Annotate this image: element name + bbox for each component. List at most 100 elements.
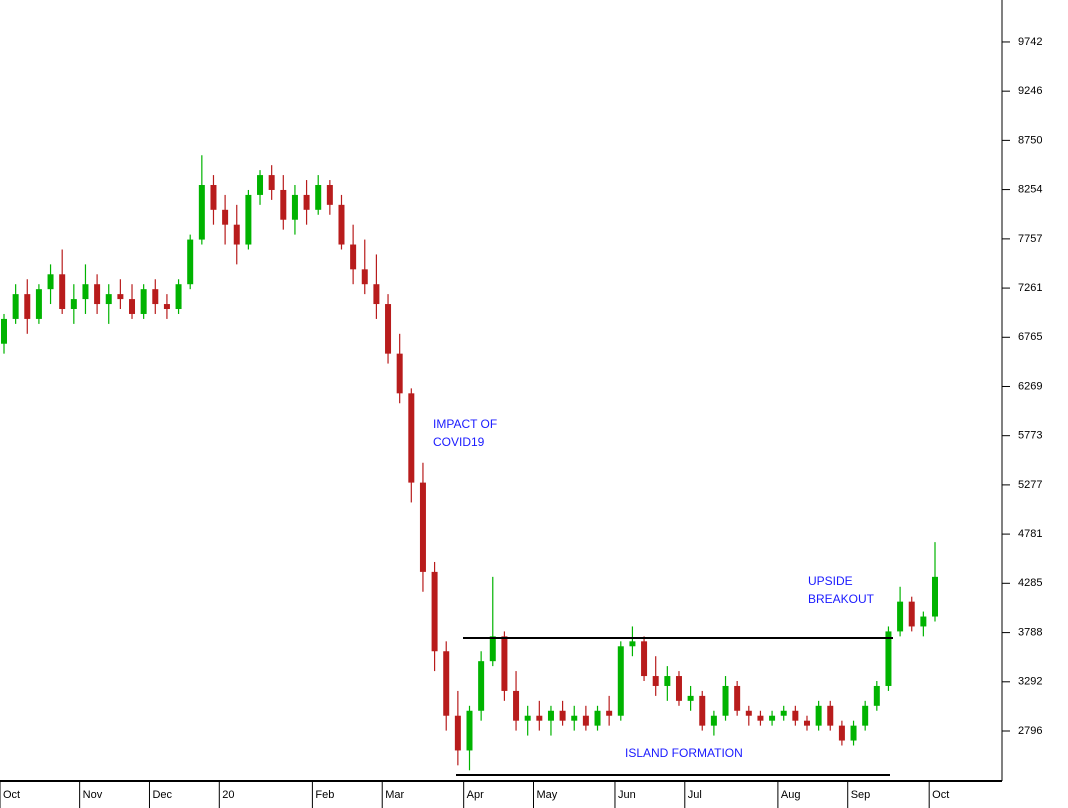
candle-body — [198, 185, 205, 240]
x-tick-label: Mar — [385, 789, 404, 801]
candle-body — [105, 294, 112, 305]
candle-body — [24, 294, 31, 319]
candle-body — [35, 289, 42, 319]
x-tick-label: Aug — [781, 789, 801, 801]
candle-body — [722, 685, 729, 716]
candle-body — [478, 661, 485, 711]
candle-body — [699, 695, 706, 726]
y-tick-label: 7757 — [1018, 233, 1042, 245]
candle-body — [117, 294, 124, 300]
candle-body — [94, 284, 101, 305]
candle-body — [885, 631, 892, 686]
candle-body — [396, 353, 403, 394]
candle-body — [129, 299, 136, 314]
candle-body — [338, 204, 345, 245]
candle-body — [257, 175, 264, 195]
candle-body — [466, 710, 473, 751]
candle-body — [315, 185, 322, 210]
candle-body — [501, 636, 508, 691]
candle-body — [838, 725, 845, 741]
candle-body — [245, 194, 252, 245]
annotation: IMPACT OF — [433, 417, 497, 431]
y-tick-label: 5277 — [1018, 479, 1042, 491]
x-tick-label: 20 — [222, 789, 234, 801]
candle-body — [163, 304, 170, 310]
candle-body — [1, 318, 7, 344]
candle-body — [524, 715, 531, 721]
candle-body — [920, 616, 927, 627]
candle-body — [769, 715, 776, 721]
candle-body — [303, 194, 310, 210]
candle-body — [606, 710, 613, 716]
candle-body — [792, 710, 799, 721]
y-tick-label: 7261 — [1018, 282, 1042, 294]
candle-body — [932, 576, 938, 617]
x-tick-label: Apr — [467, 789, 484, 801]
candle-body — [862, 705, 869, 726]
candle-body — [222, 209, 229, 225]
candle-body — [897, 601, 904, 632]
candle-body — [710, 715, 717, 726]
candle-body — [629, 641, 636, 647]
y-tick-label: 8750 — [1018, 134, 1042, 146]
candle-body — [210, 185, 217, 210]
y-tick-label: 4285 — [1018, 577, 1042, 589]
y-tick-label: 4781 — [1018, 528, 1042, 540]
x-tick-label: Sep — [851, 789, 871, 801]
candle-body — [594, 710, 601, 726]
candle-body — [361, 269, 368, 285]
x-tick-label: Nov — [83, 789, 103, 801]
annotation: COVID19 — [433, 435, 485, 449]
y-tick-label: 9742 — [1018, 36, 1042, 48]
candle-body — [582, 715, 589, 726]
candle-body — [280, 189, 287, 220]
candle-body — [12, 294, 19, 319]
candle-body — [59, 274, 66, 310]
candle-body — [291, 194, 298, 220]
candle-body — [175, 284, 182, 310]
candle-body — [152, 289, 159, 305]
x-tick-label: Feb — [315, 789, 334, 801]
x-tick-label: Jul — [688, 789, 702, 801]
candle-body — [908, 601, 915, 627]
candle-body — [326, 185, 333, 205]
candle-body — [745, 710, 752, 716]
candle-body — [571, 715, 578, 721]
y-tick-label: 6765 — [1018, 331, 1042, 343]
candle-body — [664, 676, 671, 686]
x-tick-label: Dec — [152, 789, 172, 801]
x-tick-label: Oct — [932, 789, 949, 801]
candle-body — [82, 284, 89, 300]
candle-body — [641, 641, 648, 677]
candle-body — [419, 482, 426, 572]
annotation: ISLAND FORMATION — [625, 746, 743, 760]
x-tick-label: Jun — [618, 789, 636, 801]
candle-body — [652, 676, 659, 686]
candle-body — [454, 715, 461, 751]
candle-body — [70, 299, 77, 310]
candle-body — [233, 224, 240, 245]
candle-body — [547, 710, 554, 721]
candle-body — [268, 175, 275, 190]
candle-body — [827, 705, 834, 726]
candle-body — [536, 715, 543, 721]
y-tick-label: 3788 — [1018, 627, 1042, 639]
y-tick-label: 2796 — [1018, 725, 1042, 737]
candle-body — [734, 685, 741, 711]
candle-body — [431, 571, 438, 652]
candle-body — [443, 651, 450, 716]
x-tick-label: May — [537, 789, 558, 801]
candle-body — [803, 720, 810, 726]
candle-body — [350, 244, 357, 270]
candle-body — [513, 690, 520, 721]
candle-body — [559, 710, 566, 721]
y-tick-label: 8254 — [1018, 183, 1042, 195]
candle-body — [385, 304, 392, 354]
annotation: UPSIDE — [808, 574, 853, 588]
candle-body — [408, 393, 415, 483]
candle-body — [675, 676, 682, 701]
y-tick-label: 9246 — [1018, 85, 1042, 97]
annotation: BREAKOUT — [808, 592, 875, 606]
